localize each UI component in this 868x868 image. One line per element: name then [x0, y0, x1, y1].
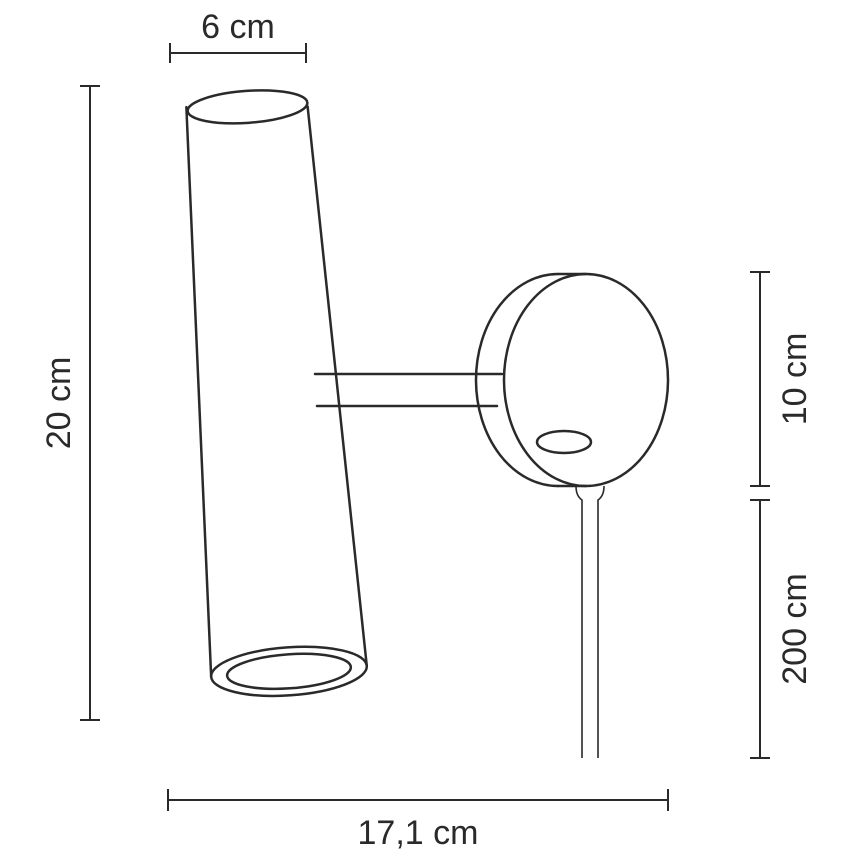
- dim-bottom-label: 17,1 cm: [358, 814, 479, 852]
- dimension-diagram: 6 cm 20 cm 10 cm 200 cm 17,1 cm: [0, 0, 868, 868]
- arm: [315, 374, 502, 406]
- dim-right-disc: 10 cm: [750, 272, 814, 486]
- dim-top-label: 6 cm: [201, 8, 275, 46]
- cylinder-tube: [171, 85, 369, 700]
- dim-right-cable-label: 200 cm: [776, 573, 814, 685]
- dim-right-disc-label: 10 cm: [776, 333, 814, 426]
- switch-icon: [537, 431, 591, 453]
- wall-disc: [476, 274, 668, 486]
- dim-top: 6 cm: [170, 8, 306, 63]
- dim-left-label: 20 cm: [40, 357, 78, 450]
- dim-bottom: 17,1 cm: [168, 789, 668, 852]
- dim-right-cable: 200 cm: [750, 500, 814, 758]
- cable: [576, 486, 604, 758]
- dim-left: 20 cm: [40, 86, 100, 720]
